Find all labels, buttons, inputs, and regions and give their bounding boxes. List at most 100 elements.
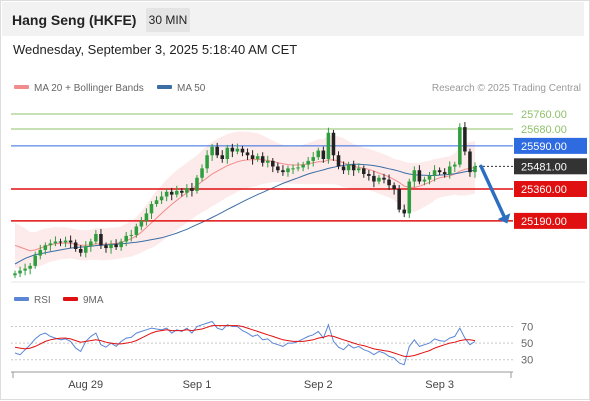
candle-body [129,234,134,236]
candle [38,244,43,260]
candle [296,162,300,172]
candle-body [84,246,88,253]
candle-body [235,148,240,152]
candle [407,178,412,219]
candle-body [124,235,128,242]
candle [356,163,361,174]
title-bar: Hang Seng (HKFE) 30 MIN [2,2,584,36]
legend-ma50-swatch [157,85,172,89]
candle [185,184,189,198]
candle-body [139,220,144,227]
candle [341,161,346,174]
candle [180,188,184,197]
candle [250,150,255,165]
candle [463,122,467,156]
x-tick-label: Sep 2 [304,379,333,391]
candle-body [144,213,149,221]
candle [129,229,134,242]
candle [23,263,27,276]
candle [458,123,462,168]
candle-body [180,190,184,193]
candle-body [336,155,341,167]
candle-body [311,157,316,161]
key-levels [11,113,513,222]
candle-body [164,191,169,197]
candle-body [225,147,230,159]
candle [119,238,123,251]
candle [109,240,113,254]
candle [144,208,149,226]
candle-body [195,177,199,191]
candle-body [341,166,346,171]
candle-body [442,172,447,174]
rsi-tick-30: 30 [521,355,533,367]
candle [245,148,250,160]
candle [159,191,164,204]
candle [114,239,118,250]
candle [149,201,154,219]
candle-body [190,188,194,191]
rsi-line [14,320,476,366]
candle-body [58,241,63,243]
x-tick-label: Sep 3 [425,379,454,391]
interval-button[interactable]: 30 MIN [146,8,190,32]
candle [104,242,108,253]
candle-body [174,190,179,195]
candle-body [94,234,98,242]
candle-body [382,177,386,180]
forecast-arrow [479,164,511,224]
candle-body [291,168,295,170]
candle [316,147,321,160]
candle-body [99,234,103,246]
candles [13,122,477,279]
level-labels: 25760.00 25680.00 25590.00 25481.00 25360.00… [514,109,587,229]
candle [346,161,351,175]
candle [362,165,366,178]
candle [53,236,58,247]
candle [260,152,265,167]
candle [382,173,386,184]
candle [48,239,53,251]
candle-body [78,249,83,253]
candle-body [38,249,43,256]
candle-body [13,273,17,276]
level-label-25360: 25360.00 [521,184,567,196]
candle-body [447,166,452,174]
candle [89,238,93,252]
candle [417,165,422,185]
candle-body [453,164,457,167]
candle-body [205,155,209,169]
candle-body [407,181,412,214]
level-label-25590: 25590.00 [521,141,567,153]
candle [68,235,73,249]
candle [392,182,396,195]
candle [402,204,406,218]
candle [473,162,477,178]
candle [174,185,179,198]
candle [190,183,194,197]
level-label-25760: 25760.00 [521,109,567,121]
candle-body [387,179,391,186]
candle [265,155,270,168]
candle-body [215,146,219,156]
candle [169,187,174,201]
candle [447,161,452,179]
candle [255,153,260,162]
candle-body [63,240,68,243]
candle-body [119,241,123,248]
candle [367,170,371,181]
candle [28,263,32,275]
candle [210,144,214,161]
candle-body [134,226,139,235]
candle-body [463,127,467,152]
candle-body [422,179,427,182]
legend-bollinger-label: MA 20 + Bollinger Bands [34,83,144,94]
candle-body [432,170,437,176]
candle [225,144,230,164]
candle-body [356,168,361,171]
legend-ma50-label: MA 50 [177,83,206,94]
candle-body [351,164,356,171]
candle-body [230,147,235,152]
candle [220,150,225,163]
